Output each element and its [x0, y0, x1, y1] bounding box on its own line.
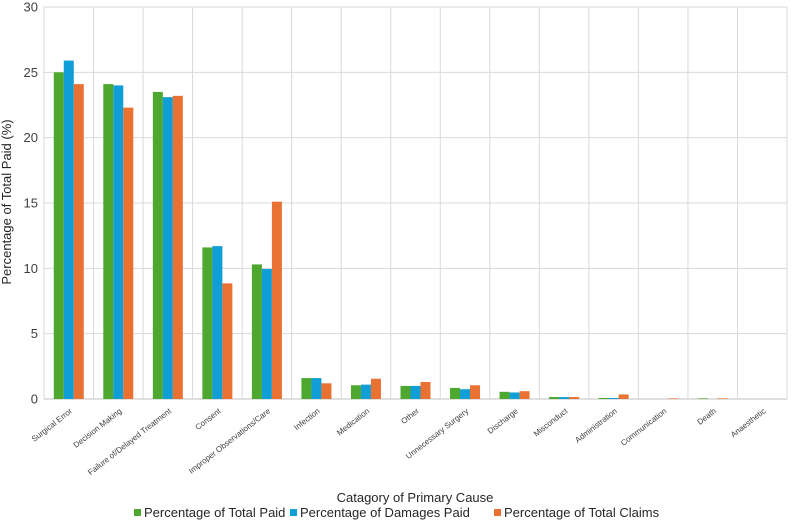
bar — [717, 398, 728, 399]
x-axis-title: Catagory of Primary Cause — [337, 490, 494, 505]
bar — [103, 84, 114, 400]
x-tick-label: Discharge — [486, 406, 520, 436]
legend-swatch — [494, 509, 501, 516]
bar — [608, 397, 619, 399]
bar — [519, 391, 530, 399]
y-tick-label: 15 — [24, 196, 38, 211]
bar — [509, 392, 520, 399]
x-tick-label: Death — [696, 406, 718, 426]
bar — [162, 97, 173, 399]
bar — [350, 385, 361, 399]
y-axis-ticks: 0 5 10 15 20 25 30 — [24, 0, 38, 407]
bar — [63, 60, 74, 399]
bar — [251, 264, 262, 399]
bars — [53, 60, 728, 400]
bar — [311, 378, 322, 399]
legend-entry: Percentage of Total Paid — [144, 505, 285, 520]
x-tick-label: Failure of/Delayed Treatment — [86, 406, 173, 477]
x-tick-label: Improper Observations/Care — [187, 406, 273, 476]
legend-entry: Percentage of Damages Paid — [300, 505, 470, 520]
legend: Percentage of Total Paid Percentage of Da… — [134, 505, 660, 520]
x-tick-label: Surgical Error — [30, 406, 74, 443]
bar — [73, 84, 84, 400]
bar — [301, 378, 312, 399]
gridlines — [43, 6, 788, 400]
bar — [400, 385, 411, 399]
x-tick-label: Medication — [335, 406, 371, 437]
bar — [559, 397, 570, 399]
x-tick-label: Communication — [619, 406, 668, 447]
bar — [420, 382, 431, 399]
bar — [261, 268, 272, 399]
bar — [450, 387, 461, 399]
legend-swatch — [134, 509, 141, 516]
bar — [222, 283, 233, 399]
y-axis-title: Percentage of Total Paid (%) — [0, 119, 14, 284]
bar — [569, 397, 580, 399]
y-tick-label: 0 — [31, 392, 38, 407]
x-tick-label: Anaesthetic — [729, 406, 767, 439]
bar — [172, 95, 183, 399]
x-tick-label: Infection — [292, 406, 321, 432]
x-tick-label: Other — [399, 406, 421, 426]
x-tick-label: Misconduct — [532, 406, 570, 438]
bar — [470, 385, 481, 399]
bar — [202, 247, 213, 399]
y-tick-label: 30 — [24, 0, 38, 15]
bar — [123, 107, 134, 399]
bar — [212, 246, 223, 399]
bar — [697, 398, 708, 399]
bar — [668, 398, 679, 399]
bar — [53, 72, 64, 399]
legend-swatch — [290, 509, 297, 516]
y-tick-label: 10 — [24, 261, 38, 276]
bar — [113, 85, 124, 400]
bar — [271, 201, 282, 399]
bar — [460, 389, 471, 399]
bar — [360, 384, 371, 399]
y-tick-label: 25 — [24, 65, 38, 80]
bar — [410, 385, 421, 399]
x-tick-label: Administration — [573, 406, 618, 444]
x-tick-label: Decision Making — [72, 406, 124, 449]
bar — [370, 378, 381, 399]
x-tick-label: Consent — [194, 406, 224, 432]
y-tick-label: 5 — [31, 326, 38, 341]
bar — [618, 394, 629, 399]
bar — [549, 397, 560, 399]
bar — [321, 383, 332, 399]
bar — [598, 397, 609, 399]
y-tick-label: 20 — [24, 130, 38, 145]
bar — [499, 391, 510, 399]
legend-entry: Percentage of Total Claims — [504, 505, 660, 520]
bar — [152, 91, 163, 399]
